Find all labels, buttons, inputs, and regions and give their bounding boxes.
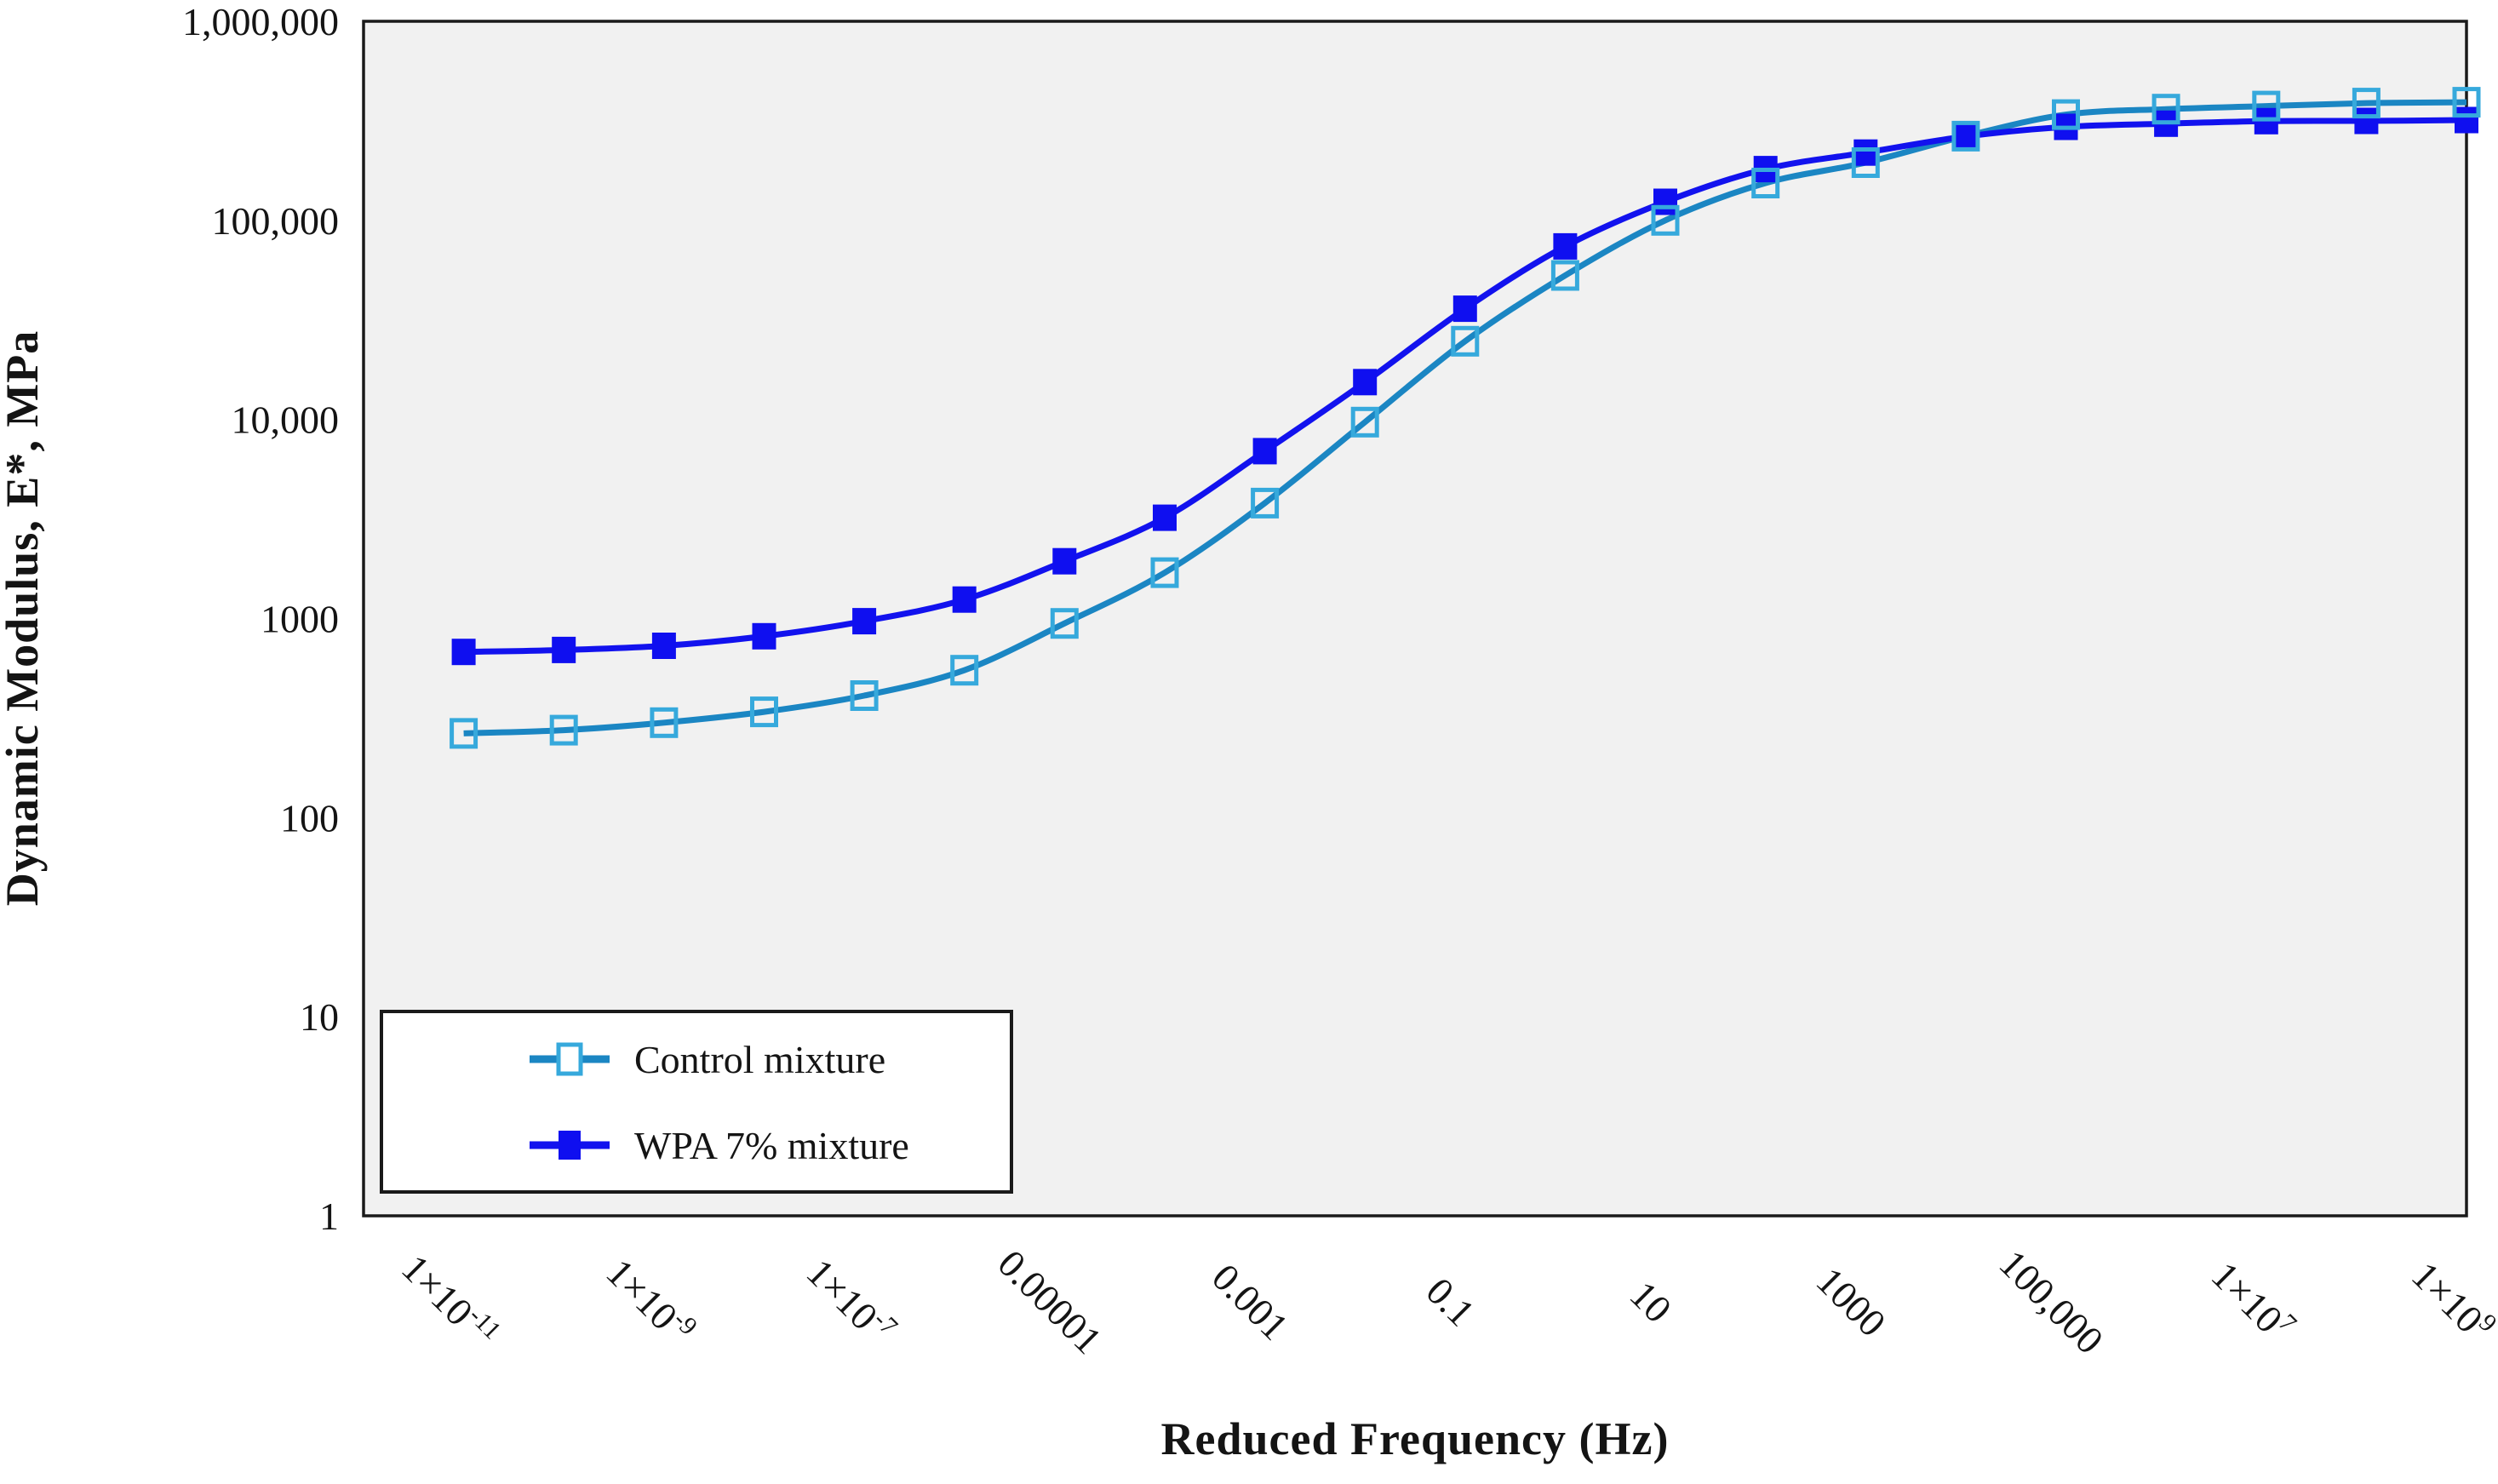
legend-label: Control mixture xyxy=(634,1038,885,1081)
data-point-marker xyxy=(1751,168,1780,198)
data-point-marker xyxy=(552,636,576,663)
data-point-marker xyxy=(752,622,776,650)
data-point-marker xyxy=(1653,188,1677,215)
x-tick-label: 1×109 xyxy=(2403,1252,2498,1350)
data-point-marker xyxy=(950,655,979,686)
data-point-marker xyxy=(1651,204,1680,236)
x-tick-label: 0.001 xyxy=(1204,1255,1297,1348)
legend-box xyxy=(380,1010,1013,1194)
series-layer xyxy=(450,87,2481,749)
data-point-marker xyxy=(750,696,778,728)
svg-text:1×10-7: 1×10-7 xyxy=(799,1248,903,1353)
data-point-marker xyxy=(1252,438,1277,465)
legend-label: WPA 7% mixture xyxy=(634,1124,909,1167)
data-point-marker xyxy=(1353,369,1378,396)
control-series-markers xyxy=(450,87,2481,749)
data-point-marker xyxy=(1953,123,1978,150)
x-tick-label: 0.00001 xyxy=(989,1241,1110,1362)
data-point-marker xyxy=(1052,547,1077,575)
data-point-marker xyxy=(1853,139,1878,166)
y-tick-label: 100,000 xyxy=(212,199,340,243)
x-tick-label: 1×10-9 xyxy=(598,1248,702,1353)
legend: Control mixture WPA 7% mixture xyxy=(380,1010,1013,1194)
data-point-marker xyxy=(852,608,877,635)
y-tick-label: 1,000,000 xyxy=(182,0,339,43)
x-axis-tick-labels: 1×10-11 1×10-9 1×10-7 0.00001 0.001 0.1 10 1000… xyxy=(393,1241,2498,1362)
y-axis-title: Dynamic Modulus, E*, MPa xyxy=(0,330,48,907)
data-point-marker xyxy=(450,718,478,749)
data-point-marker xyxy=(2354,107,2379,135)
legend-filled-square-marker xyxy=(559,1131,581,1160)
svg-text:1×10-11: 1×10-11 xyxy=(393,1245,507,1358)
y-axis-tick-labels: 1 10 100 1000 10,000 100,000 1,000,000 xyxy=(182,0,339,1238)
svg-text:10: 10 xyxy=(1622,1273,1681,1332)
data-point-marker xyxy=(1251,487,1280,519)
data-point-marker xyxy=(2452,87,2481,118)
x-axis-title: Reduced Frequency (Hz) xyxy=(1161,1413,1670,1464)
y-tick-label: 1000 xyxy=(261,598,339,641)
legend-open-square-marker xyxy=(556,1042,583,1076)
data-point-marker xyxy=(1150,557,1179,588)
data-point-marker xyxy=(2252,90,2281,122)
y-tick-label: 1 xyxy=(319,1195,339,1238)
data-point-marker xyxy=(1050,608,1079,639)
y-tick-label: 100 xyxy=(280,796,339,839)
y-tick-label: 10 xyxy=(300,995,339,1039)
legend-item: Control mixture xyxy=(530,1038,885,1081)
data-point-marker xyxy=(1153,504,1177,531)
svg-text:1×109: 1×109 xyxy=(2403,1252,2498,1350)
data-point-marker xyxy=(651,633,676,659)
x-tick-label: 0.1 xyxy=(1418,1269,1483,1335)
data-point-marker xyxy=(650,707,679,738)
svg-text:1000: 1000 xyxy=(1808,1258,1894,1344)
data-point-marker xyxy=(1452,295,1477,323)
svg-text:0.001: 0.001 xyxy=(1204,1255,1297,1348)
x-tick-label: 100,000 xyxy=(1991,1241,2112,1362)
data-point-marker xyxy=(2151,94,2180,125)
svg-text:0.00001: 0.00001 xyxy=(989,1241,1110,1362)
data-point-marker xyxy=(1451,325,1480,357)
svg-text:0.1: 0.1 xyxy=(1418,1269,1483,1335)
data-point-marker xyxy=(1550,260,1579,291)
x-tick-label: 1×10-11 xyxy=(393,1245,507,1358)
x-tick-label: 10 xyxy=(1622,1273,1681,1332)
svg-text:100,000: 100,000 xyxy=(1991,1241,2112,1362)
data-point-marker xyxy=(1851,147,1880,178)
x-tick-label: 1×10-7 xyxy=(799,1248,903,1353)
data-point-marker xyxy=(549,714,578,746)
legend-item: WPA 7% mixture xyxy=(530,1124,909,1167)
data-point-marker xyxy=(2455,106,2478,134)
data-point-marker xyxy=(1350,406,1379,438)
y-tick-label: 10,000 xyxy=(232,398,340,442)
data-point-marker xyxy=(850,680,879,711)
data-point-marker xyxy=(1553,232,1578,260)
data-point-marker xyxy=(1951,120,1980,152)
x-tick-label: 1000 xyxy=(1808,1258,1894,1344)
data-point-marker xyxy=(2352,88,2381,119)
svg-text:1×10-9: 1×10-9 xyxy=(598,1248,702,1353)
data-point-marker xyxy=(2052,99,2080,130)
control-series-line xyxy=(463,99,2467,736)
data-point-marker xyxy=(451,639,476,666)
svg-text:1×107: 1×107 xyxy=(2203,1252,2302,1350)
x-tick-label: 1×107 xyxy=(2203,1252,2302,1350)
data-point-marker xyxy=(952,586,977,613)
